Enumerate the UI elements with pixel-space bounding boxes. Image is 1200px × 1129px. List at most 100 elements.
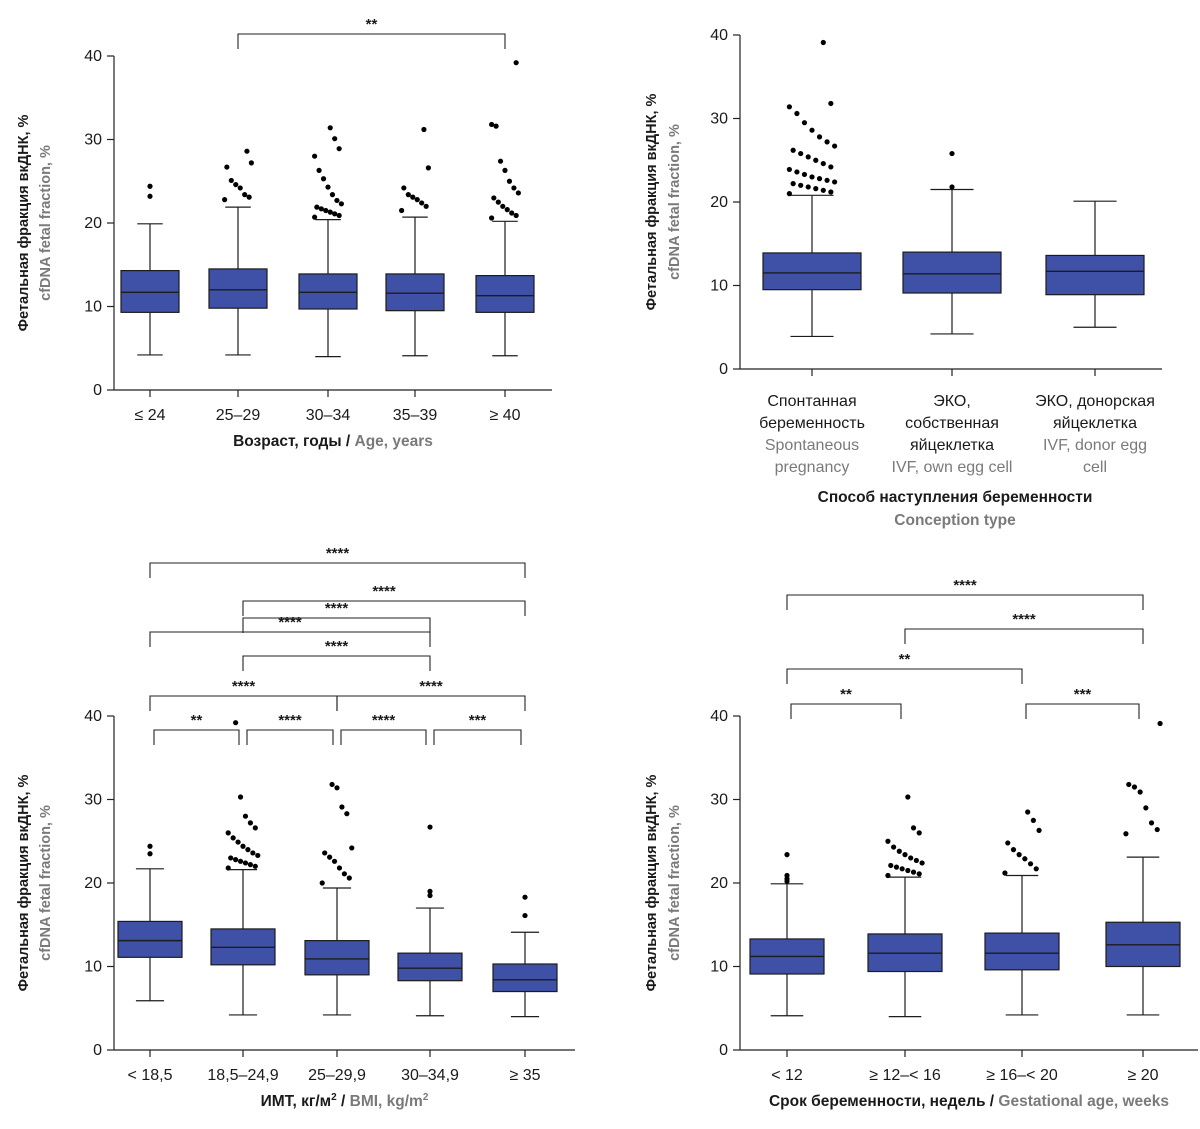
outlier-point xyxy=(816,134,823,140)
significance-bracket: **** xyxy=(149,614,431,647)
y-axis-label-ru: Фетальная фракция вкДНК, % xyxy=(16,114,32,331)
outlier-point xyxy=(809,127,815,133)
outlier-point xyxy=(228,855,234,861)
x-tick-label: ≥ 20 xyxy=(1127,1067,1158,1084)
x-tick-label-ru: ЭКО, донорская xyxy=(1035,393,1155,410)
box-1 xyxy=(902,150,1002,335)
outlier-point xyxy=(410,194,416,200)
y-tick-label: 40 xyxy=(84,708,102,725)
outlier-point xyxy=(314,204,320,210)
box-3 xyxy=(1105,720,1181,1016)
outlier-point xyxy=(336,865,343,871)
outlier-point xyxy=(247,820,253,826)
outlier-point xyxy=(233,181,239,188)
outlier-point xyxy=(248,160,254,166)
outlier-point xyxy=(405,192,411,198)
outlier-point xyxy=(334,785,340,791)
box-iqr xyxy=(492,963,558,993)
bracket-line xyxy=(904,628,1144,644)
y-tick-label: 10 xyxy=(84,299,102,316)
outlier-point xyxy=(794,169,800,175)
outlier-point xyxy=(493,123,499,129)
box-iqr xyxy=(984,932,1060,971)
outlier-point xyxy=(1016,852,1022,858)
outlier-point xyxy=(513,212,519,219)
y-tick-label: 0 xyxy=(719,361,728,378)
box-2 xyxy=(304,781,370,1016)
outlier-point xyxy=(319,880,325,886)
x-tick-label-ru: яйцеклетка xyxy=(910,437,994,454)
x-tick-label-en: cell xyxy=(1083,459,1107,476)
outlier-point xyxy=(899,866,905,872)
outlier-point xyxy=(237,185,243,191)
box-4 xyxy=(492,894,558,1018)
outlier-point xyxy=(908,855,914,861)
y-axis-label-ru: Фетальная фракция вкДНК, % xyxy=(644,93,660,310)
outlier-point xyxy=(1027,861,1034,867)
bracket-label: **** xyxy=(326,545,350,562)
x-tick-label-ru: яйцеклетка xyxy=(1053,415,1137,432)
outlier-point xyxy=(1137,789,1143,795)
outlier-point xyxy=(240,843,246,849)
significance-bracket: **** xyxy=(242,600,431,633)
box-3 xyxy=(385,126,445,357)
significance-bracket: ** xyxy=(237,16,506,49)
chart-panel-bmi: 0 10 20 30 40 Фетальная фракция вкДНК, % cfDNA… xyxy=(16,545,575,1110)
outlier-point xyxy=(820,160,826,167)
x-axis-label-ru: Возраст, годы xyxy=(233,433,342,450)
box-0 xyxy=(120,183,180,356)
outlier-point xyxy=(332,211,338,217)
y-tick-label: 40 xyxy=(710,708,728,725)
bracket-label: **** xyxy=(325,638,349,655)
outlier-point xyxy=(237,858,244,864)
box-2 xyxy=(1045,200,1145,328)
outlier-point xyxy=(1030,817,1036,823)
outlier-point xyxy=(820,187,826,193)
outlier-point xyxy=(1010,847,1017,853)
outlier-point xyxy=(312,214,318,220)
outlier-point xyxy=(905,867,911,874)
box-1 xyxy=(867,794,943,1018)
y-tick-label: 20 xyxy=(84,875,102,892)
significance-bracket: *** xyxy=(433,712,522,745)
y-axis-label-en: cfDNA fetal fraction, % xyxy=(38,145,54,301)
outlier-point xyxy=(511,185,517,191)
outlier-point xyxy=(334,197,340,204)
box-iqr xyxy=(1045,254,1145,296)
outlier-point xyxy=(252,863,258,869)
bracket-line xyxy=(149,631,431,647)
outlier-point xyxy=(427,888,433,894)
outlier-point xyxy=(916,830,922,836)
significance-bracket: **** xyxy=(904,611,1144,644)
outlier-point xyxy=(1126,781,1132,788)
y-tick-label: 40 xyxy=(84,48,102,65)
bracket-line xyxy=(242,617,431,633)
bracket-label: **** xyxy=(278,712,302,729)
outlier-point xyxy=(902,852,908,858)
x-axis-label-en: Age, years xyxy=(355,433,433,450)
outlier-point xyxy=(242,813,249,819)
outlier-point xyxy=(336,146,342,152)
outlier-point xyxy=(798,182,804,188)
outlier-point xyxy=(824,139,830,145)
x-tick-label: 30–34,9 xyxy=(401,1067,459,1084)
bracket-line xyxy=(790,703,902,719)
outlier-point xyxy=(1002,870,1008,876)
outlier-point xyxy=(320,176,327,182)
outlier-point xyxy=(1131,784,1138,790)
y-tick-label: 30 xyxy=(710,792,728,809)
bracket-line xyxy=(153,729,240,745)
y-tick-label: 10 xyxy=(710,959,728,976)
outlier-point xyxy=(893,864,900,870)
bracket-line xyxy=(1025,703,1140,719)
outlier-point xyxy=(786,166,792,173)
significance-bracket: **** xyxy=(246,712,334,745)
outlier-point xyxy=(832,179,838,185)
x-axis-label-separator: / xyxy=(337,1093,350,1110)
box-iqr xyxy=(120,269,180,313)
outlier-point xyxy=(805,154,811,160)
outlier-point xyxy=(786,191,792,197)
outlier-point xyxy=(247,862,253,868)
outlier-point xyxy=(495,199,501,205)
